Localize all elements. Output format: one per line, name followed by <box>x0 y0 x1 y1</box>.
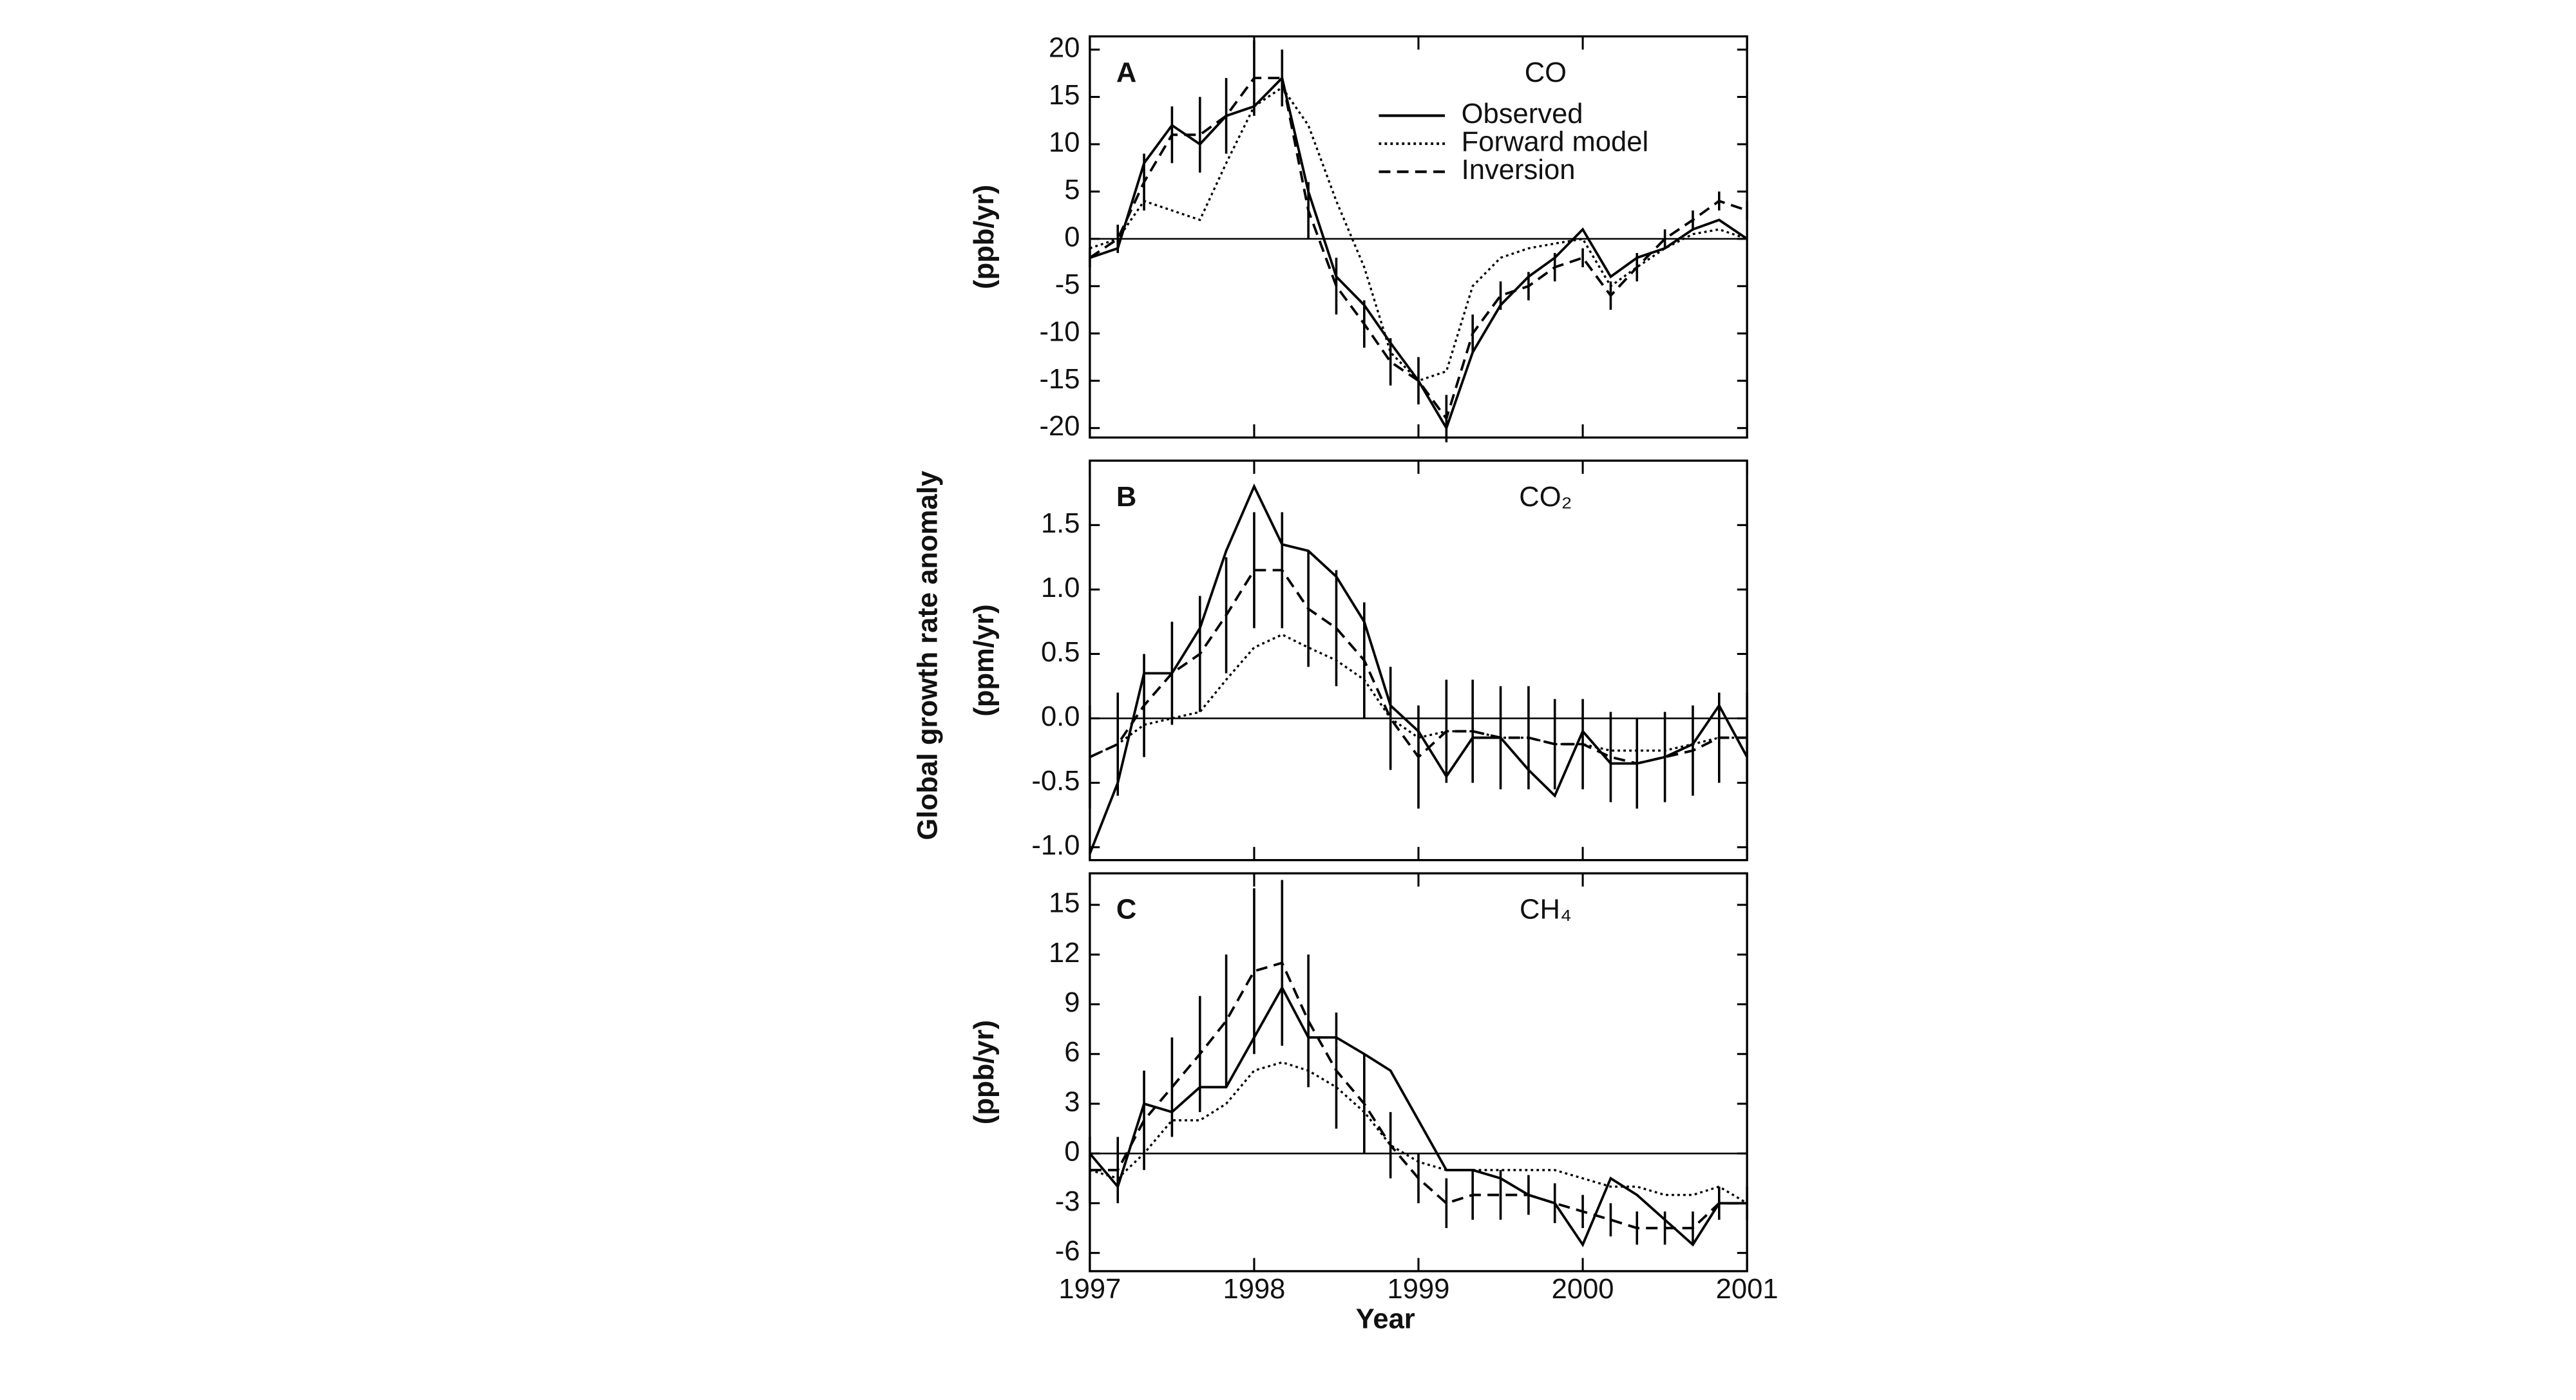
y-tick-label: 9 <box>1064 987 1080 1018</box>
series-line <box>1089 77 1748 422</box>
panel-letter: C <box>1116 894 1136 925</box>
panel-title: CO₂ <box>1519 482 1572 513</box>
y-tick-label: -20 <box>1040 411 1080 442</box>
x-tick-label: 2000 <box>1552 1274 1614 1305</box>
y-tick-label: -6 <box>1055 1236 1080 1267</box>
x-tick-label: 1999 <box>1388 1274 1450 1305</box>
y-tick-label: 6 <box>1064 1037 1080 1068</box>
y-tick-label: -1.0 <box>1031 830 1080 861</box>
y-tick-label: -0.5 <box>1031 766 1080 797</box>
y-tick-label: 20 <box>1049 33 1080 64</box>
x-axis-label: Year <box>1356 1303 1415 1334</box>
legend-label: Forward model <box>1462 127 1649 158</box>
panel-letter: A <box>1116 57 1136 88</box>
y-tick-label: 1.0 <box>1041 572 1080 603</box>
series-line <box>1089 86 1748 383</box>
y-tick-label: 0 <box>1064 222 1080 252</box>
y-tick-label: 15 <box>1049 80 1080 111</box>
y-unit-label: (ppb/yr) <box>969 1020 1000 1124</box>
y-tick-label: 15 <box>1049 888 1080 919</box>
y-tick-label: -3 <box>1055 1186 1080 1217</box>
y-tick-label: -5 <box>1055 269 1080 300</box>
y-tick-label: 0.0 <box>1041 701 1080 732</box>
y-tick-label: 3 <box>1064 1086 1080 1117</box>
y-tick-label: 10 <box>1049 127 1080 158</box>
legend-label: Inversion <box>1462 155 1576 185</box>
y-unit-label: (ppb/yr) <box>969 185 1000 289</box>
y-tick-label: 12 <box>1049 938 1080 969</box>
shared-y-label: Global growth rate anomaly <box>913 471 944 840</box>
x-tick-label: 2001 <box>1716 1274 1779 1305</box>
y-tick-label: 0 <box>1064 1137 1080 1168</box>
y-tick-label: 5 <box>1064 175 1080 205</box>
panel-title: CO <box>1525 57 1567 88</box>
legend-label: Observed <box>1462 99 1583 129</box>
y-tick-label: 1.5 <box>1041 508 1080 539</box>
panel-letter: B <box>1116 482 1136 513</box>
x-tick-label: 1997 <box>1058 1274 1121 1305</box>
x-tick-label: 1998 <box>1223 1274 1285 1305</box>
series-line <box>1089 961 1748 1229</box>
panel-title: CH₄ <box>1520 894 1572 925</box>
y-unit-label: (ppm/yr) <box>969 604 1000 716</box>
y-tick-label: 0.5 <box>1041 637 1080 668</box>
y-tick-label: -10 <box>1040 316 1080 347</box>
series-line <box>1089 569 1748 765</box>
y-tick-label: -15 <box>1040 364 1080 395</box>
